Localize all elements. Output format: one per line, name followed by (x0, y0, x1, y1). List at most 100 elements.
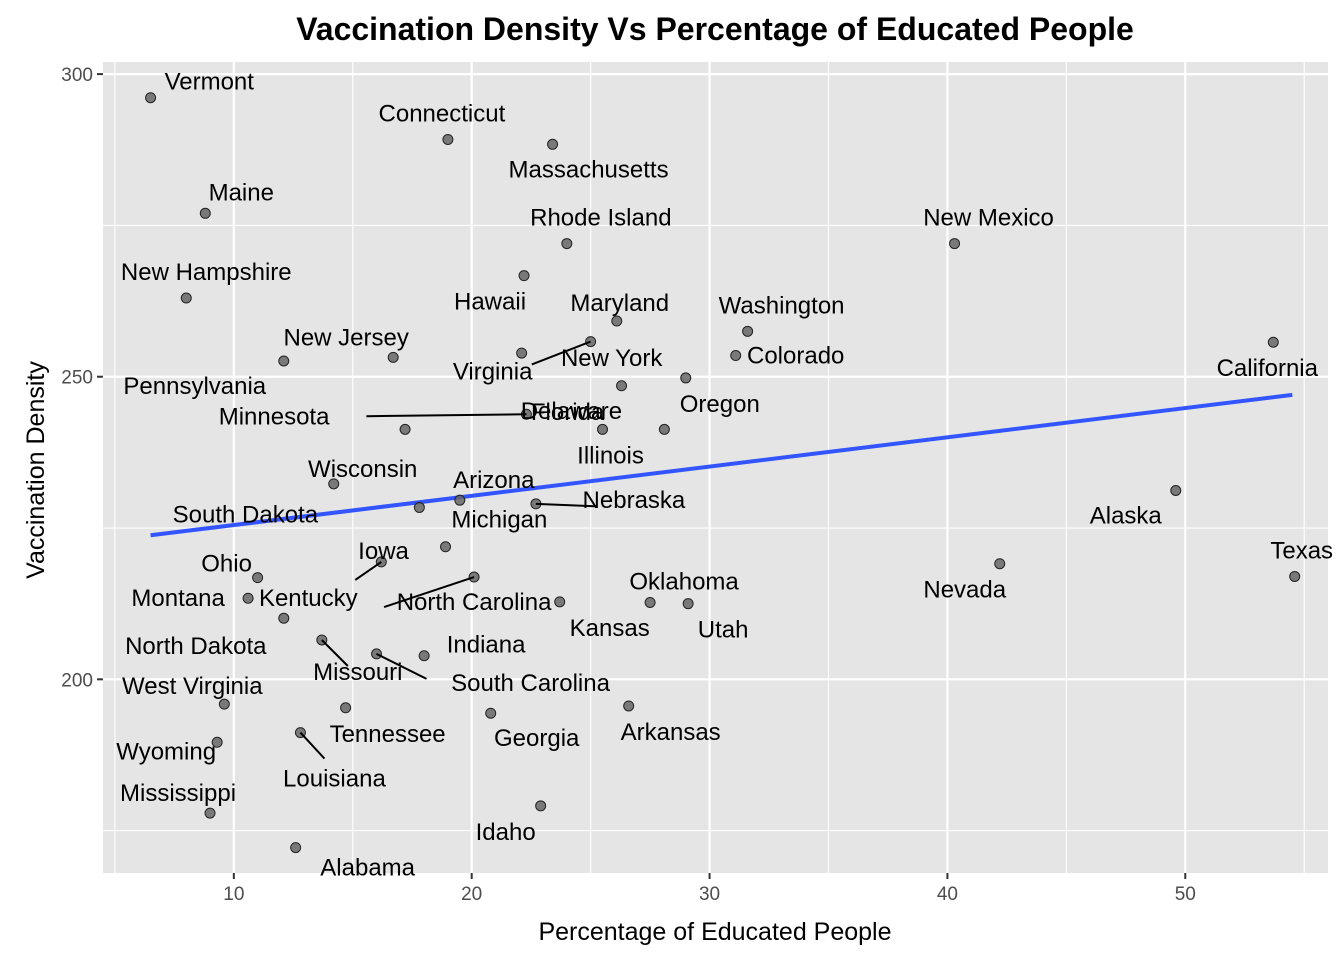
data-point (328, 478, 340, 490)
data-point (742, 325, 754, 337)
point-label: Massachusetts (509, 156, 669, 183)
point-label: North Carolina (397, 589, 552, 616)
point-label: Indiana (447, 632, 526, 659)
data-point (611, 315, 623, 327)
point-label: Georgia (494, 725, 580, 752)
data-point (682, 598, 694, 610)
point-label: Illinois (577, 442, 644, 469)
point-label: Connecticut (379, 100, 506, 127)
point-label: Maryland (570, 290, 669, 317)
data-point (145, 92, 157, 104)
point-label: Wisconsin (308, 456, 417, 483)
point-label: North Dakota (125, 633, 267, 660)
data-point (616, 380, 628, 392)
point-label: Iowa (358, 538, 409, 565)
y-tick-label: 200 (61, 670, 93, 691)
point-label: Arkansas (621, 719, 721, 746)
trend-line (150, 392, 1293, 538)
point-label: Michigan (451, 506, 547, 533)
point-label: Alaska (1090, 502, 1163, 529)
x-tick-label: 20 (461, 884, 482, 905)
point-label: Alabama (320, 855, 415, 882)
point-label: Texas (1270, 537, 1333, 564)
data-point (730, 350, 742, 362)
data-point (340, 702, 352, 714)
labels-layer: Vermont Connecticut Massachusetts Maine Rhod… (116, 69, 1333, 882)
data-point (597, 423, 609, 435)
data-point (535, 800, 547, 812)
label-leader-line (376, 653, 427, 680)
data-point (623, 700, 635, 712)
data-point (554, 596, 566, 608)
label-leader-line (354, 561, 382, 581)
data-point (290, 842, 302, 854)
data-point (440, 541, 452, 553)
point-label: Vermont (165, 69, 255, 96)
point-label: New Mexico (923, 205, 1054, 232)
data-point (211, 736, 223, 748)
point-label: Hawaii (454, 289, 526, 316)
point-label: Minnesota (219, 403, 330, 430)
y-axis: 200 250 300 (61, 65, 103, 691)
data-point (561, 238, 573, 250)
point-label: West Virginia (122, 673, 263, 700)
point-label: South Carolina (451, 670, 610, 697)
point-label: New Hampshire (121, 259, 292, 286)
data-point (418, 650, 430, 662)
data-point (1267, 336, 1279, 348)
label-leader-line (535, 502, 595, 508)
point-label: Montana (131, 585, 225, 612)
point-label: Idaho (476, 819, 536, 846)
point-label: Washington (719, 292, 845, 319)
data-point (1170, 484, 1182, 496)
x-axis: 10 20 30 40 50 (223, 873, 1196, 905)
x-tick-label: 30 (699, 884, 720, 905)
data-point (516, 347, 528, 359)
data-point (442, 133, 454, 145)
label-leader-line (321, 639, 349, 667)
x-tick-label: 40 (937, 884, 958, 905)
point-label: Wyoming (116, 738, 216, 765)
x-axis-title: Percentage of Educated People (538, 918, 891, 946)
point-label: New Jersey (284, 324, 409, 351)
point-label: New York (561, 345, 663, 372)
data-point (387, 351, 399, 363)
data-point (644, 596, 656, 608)
data-point (199, 207, 211, 219)
data-point (485, 707, 497, 719)
data-point (454, 494, 466, 506)
data-point (278, 612, 290, 624)
point-label: Colorado (747, 343, 844, 370)
label-leader-line (366, 413, 527, 418)
point-label: Kentucky (259, 585, 358, 612)
point-label: Nebraska (583, 487, 686, 514)
point-label: Ohio (201, 551, 252, 578)
points-layer (145, 92, 1301, 854)
y-tick-label: 300 (61, 65, 93, 86)
point-label: Delaware (521, 398, 622, 425)
x-tick-label: 10 (223, 884, 244, 905)
point-label: Rhode Island (530, 205, 671, 232)
data-point (278, 355, 290, 367)
point-label: Pennsylvania (123, 373, 266, 400)
x-tick-label: 50 (1175, 884, 1196, 905)
point-label: Missouri (313, 659, 402, 686)
point-label: Nevada (923, 577, 1006, 604)
point-label: Maine (209, 179, 274, 206)
data-point (413, 501, 425, 513)
data-point (218, 698, 230, 710)
data-point (949, 238, 961, 250)
label-leader-line (531, 340, 591, 366)
data-point (180, 292, 192, 304)
data-point (518, 270, 530, 282)
point-label: South Dakota (173, 501, 319, 528)
point-label: Arizona (453, 467, 535, 494)
point-label: Virginia (453, 359, 533, 386)
point-label: Mississippi (120, 780, 236, 807)
point-label: Oregon (680, 391, 760, 418)
y-tick-label: 250 (61, 368, 93, 389)
data-point (399, 423, 411, 435)
data-point (204, 807, 216, 819)
trend-line-layer (150, 392, 1293, 538)
